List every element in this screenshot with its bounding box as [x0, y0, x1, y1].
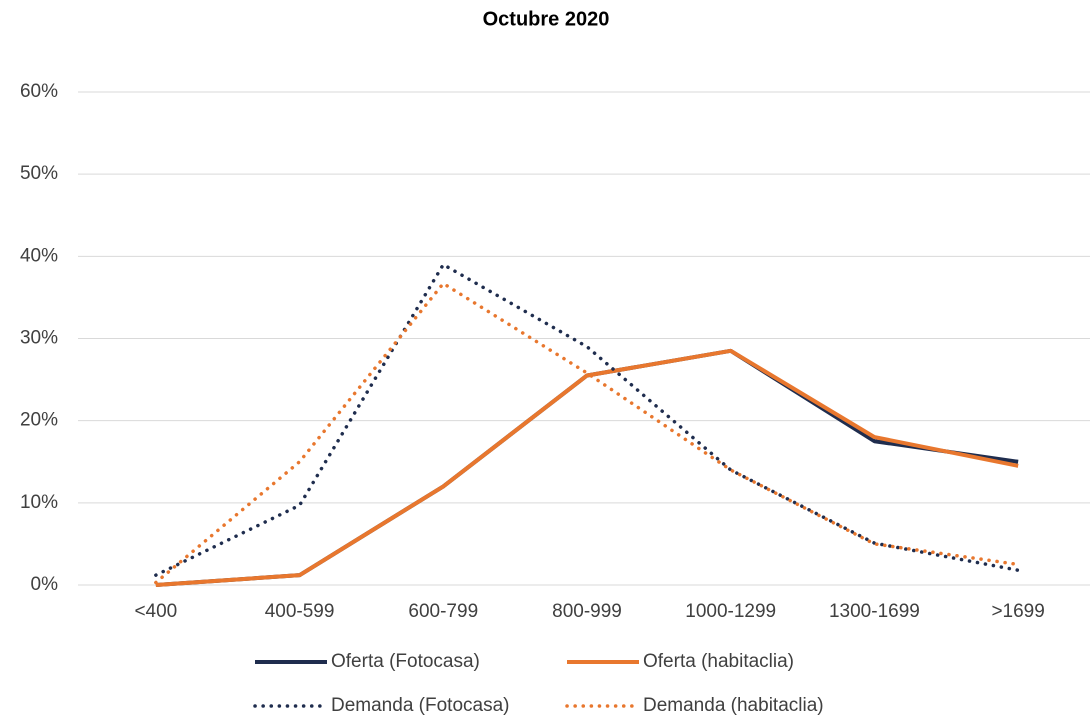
x-tick-label: 1000-1299: [685, 601, 776, 622]
series-line: [154, 281, 1020, 585]
series-line: [155, 348, 1019, 587]
y-tick-label: 20%: [20, 410, 58, 431]
series-line: [154, 262, 1020, 577]
y-tick-label: 60%: [20, 81, 58, 102]
x-tick-label: 400-599: [265, 601, 335, 622]
series-line: [155, 348, 1019, 587]
legend-label: Oferta (habitaclia): [643, 651, 794, 672]
legend-label: Demanda (Fotocasa): [331, 695, 509, 716]
y-tick-label: 10%: [20, 492, 58, 513]
y-tick-label: 30%: [20, 328, 58, 349]
x-tick-label: <400: [134, 601, 177, 622]
chart-title: Octubre 2020: [483, 8, 610, 30]
x-tick-label: >1699: [991, 601, 1044, 622]
x-tick-label: 1300-1699: [829, 601, 920, 622]
legend-label: Demanda (habitaclia): [643, 695, 824, 716]
x-tick-label: 800-999: [552, 601, 622, 622]
y-tick-label: 0%: [31, 574, 59, 595]
y-tick-label: 40%: [20, 245, 58, 266]
x-tick-label: 600-799: [408, 601, 478, 622]
y-tick-label: 50%: [20, 163, 58, 184]
legend-label: Oferta (Fotocasa): [331, 651, 480, 672]
